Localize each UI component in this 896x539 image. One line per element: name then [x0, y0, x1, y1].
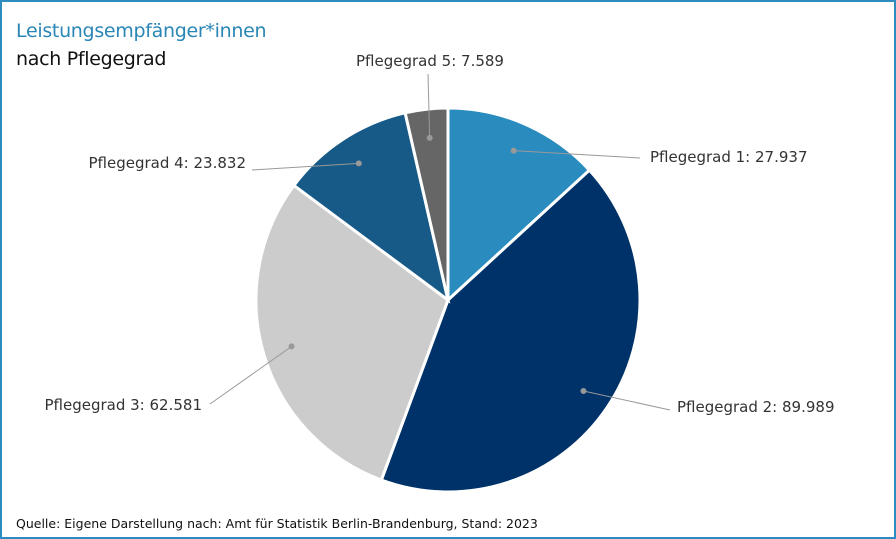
pie-slice-4 [291, 111, 451, 304]
slice-label: Pflegegrad 4: 23.832 [89, 154, 247, 172]
leader-dot [355, 160, 362, 167]
leader-line [583, 390, 671, 411]
leader-dot [510, 147, 517, 154]
leader-dot [426, 134, 433, 141]
leader-line [427, 73, 431, 138]
chart-title: Leistungsempfänger*innen [16, 20, 267, 42]
source-note: Quelle: Eigene Darstellung nach: Amt für… [16, 516, 538, 531]
leader-line [251, 162, 359, 171]
pie-slice-2 [379, 168, 642, 494]
pie-slice-1 [446, 106, 592, 304]
pie-slice-3 [254, 183, 450, 482]
leader-line [513, 150, 641, 159]
slice-label: Pflegegrad 3: 62.581 [45, 396, 203, 414]
leader-dot [580, 387, 587, 394]
leader-dot [288, 343, 295, 350]
chart-subtitle: nach Pflegegrad [16, 48, 167, 70]
slice-label: Pflegegrad 1: 27.937 [650, 148, 808, 166]
leader-line [209, 346, 292, 405]
pie-slice-5 [403, 106, 450, 301]
slice-label: Pflegegrad 2: 89.989 [677, 398, 835, 416]
slice-label: Pflegegrad 5: 7.589 [356, 52, 504, 70]
